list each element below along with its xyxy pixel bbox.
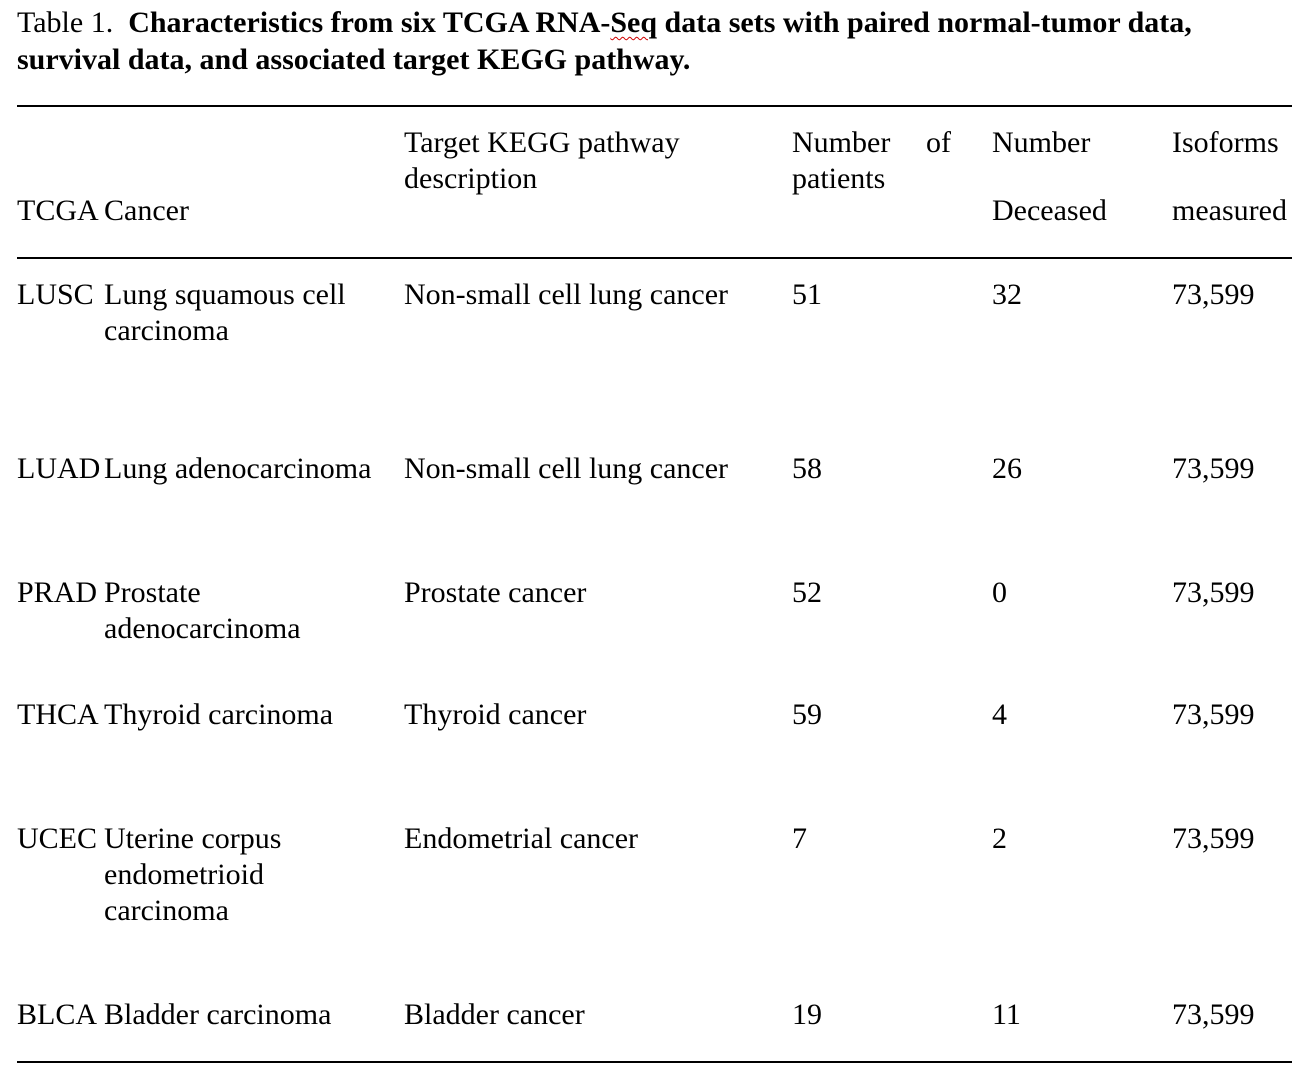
table-top-rule (17, 105, 1292, 107)
cell-deceased: 0 (992, 576, 1007, 609)
cell-cancer: Thyroid carcinoma (104, 698, 334, 731)
header-pathway-line2: description (404, 162, 538, 195)
cell-tcga: THCA (17, 698, 99, 731)
cell-isoforms: 73,599 (1172, 998, 1255, 1031)
cell-pathway: Bladder cancer (404, 998, 585, 1031)
header-patients-of: of (926, 126, 951, 159)
cell-pathway: Non-small cell lung cancer (404, 452, 729, 485)
cell-deceased: 4 (992, 698, 1007, 731)
cell-pathway: Non-small cell lung cancer (404, 278, 729, 311)
header-patients-line1: Number (792, 126, 891, 159)
cell-isoforms: 73,599 (1172, 278, 1255, 311)
table-header-rule (17, 257, 1292, 259)
cell-cancer: Bladder carcinoma (104, 998, 332, 1031)
cell-tcga: PRAD (17, 576, 98, 609)
cell-isoforms: 73,599 (1172, 822, 1255, 855)
cell-cancer: Lung squamous cell (104, 278, 346, 311)
header-patients-line2: patients (792, 162, 886, 195)
header-deceased-line1: Number (992, 126, 1091, 159)
table-title: Characteristics from six TCGA RNA-Seq da… (17, 6, 1192, 76)
cell-cancer-continued: endometrioid (104, 858, 264, 891)
header-tcga: TCGA (17, 194, 99, 227)
cell-isoforms: 73,599 (1172, 698, 1255, 731)
cell-cancer: Lung adenocarcinoma (104, 452, 372, 485)
cell-cancer-continued: carcinoma (104, 314, 229, 347)
cell-isoforms: 73,599 (1172, 576, 1255, 609)
table-label: Table 1. (17, 6, 114, 39)
cell-deceased: 2 (992, 822, 1007, 855)
cell-tcga: BLCA (17, 998, 98, 1031)
header-cancer: Cancer (104, 194, 189, 227)
cell-cancer-continued: adenocarcinoma (104, 612, 301, 645)
cell-patients: 59 (792, 698, 822, 731)
cell-cancer: Prostate (104, 576, 201, 609)
cell-patients: 19 (792, 998, 822, 1031)
header-deceased-line2: Deceased (992, 194, 1107, 227)
header-isoforms-line1: Isoforms (1172, 126, 1279, 159)
cell-patients: 58 (792, 452, 822, 485)
spellcheck-underlined-word: Seq (610, 6, 658, 39)
cell-tcga: LUSC (17, 278, 94, 311)
cell-isoforms: 73,599 (1172, 452, 1255, 485)
cell-patients: 52 (792, 576, 822, 609)
cell-pathway: Endometrial cancer (404, 822, 639, 855)
cell-deceased: 26 (992, 452, 1022, 485)
table-caption: Table 1. Characteristics from six TCGA R… (17, 4, 1287, 78)
cell-tcga: LUAD (17, 452, 101, 485)
cell-patients: 51 (792, 278, 822, 311)
table-bottom-rule (17, 1061, 1292, 1063)
cell-patients: 7 (792, 822, 807, 855)
cell-tcga: UCEC (17, 822, 98, 855)
cell-pathway: Prostate cancer (404, 576, 587, 609)
cell-cancer: Uterine corpus (104, 822, 282, 855)
header-pathway-line1: Target KEGG pathway (404, 126, 680, 159)
cell-deceased: 11 (992, 998, 1021, 1031)
header-isoforms-line2: measured (1172, 194, 1287, 227)
cell-pathway: Thyroid cancer (404, 698, 587, 731)
cell-deceased: 32 (992, 278, 1022, 311)
cell-cancer-continued: carcinoma (104, 894, 229, 927)
